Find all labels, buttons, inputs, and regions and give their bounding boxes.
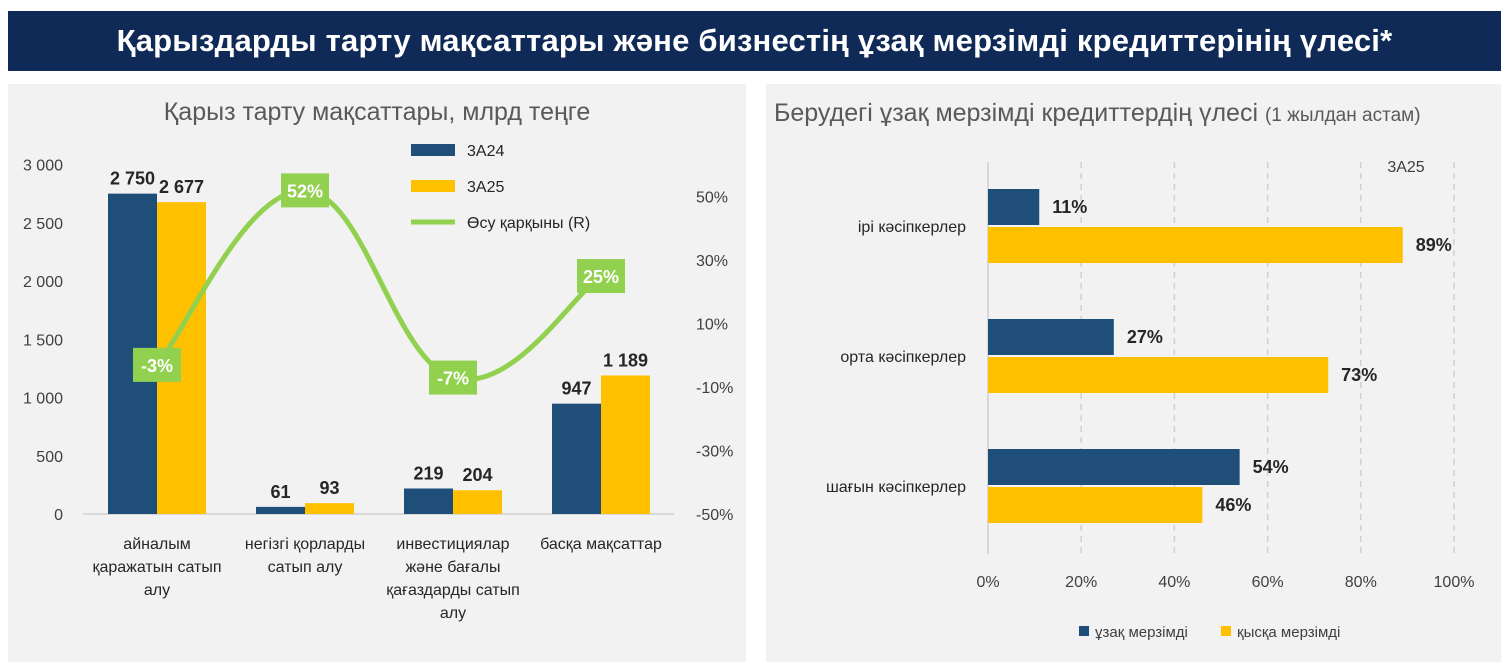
left-chart-panel: Қарыз тарту мақсаттары, млрд теңге 0 500 1 …	[8, 84, 746, 662]
bar-long-term	[988, 449, 1240, 485]
category-label: инвестициялар	[396, 536, 509, 553]
y-tick-label: 3 000	[23, 158, 63, 175]
growth-data-label: 52%	[287, 181, 323, 201]
category-label: ірі кәсіпкерлер	[858, 219, 966, 236]
bar-data-label: 46%	[1215, 495, 1251, 515]
chart-title: Қарыз тарту мақсаттары, млрд теңге	[164, 98, 591, 126]
right-chart-panel: Берудегі ұзақ мерзімді кредиттердің үлес…	[766, 84, 1501, 662]
bar-data-label: 93	[319, 478, 339, 498]
y2-tick-label: 30%	[696, 253, 728, 270]
legend-swatch-short-term	[1221, 626, 1231, 636]
bar-data-label: 204	[462, 465, 492, 485]
category-label: қағаздарды сатып	[386, 582, 520, 599]
bar-3a24	[256, 506, 305, 514]
growth-label-box	[429, 360, 477, 395]
bar-data-label: 89%	[1416, 235, 1452, 255]
bar-data-label: 73%	[1341, 365, 1377, 385]
growth-data-label: -3%	[141, 356, 173, 376]
bar-data-label: 1 189	[603, 350, 648, 370]
bar-data-label: 61	[270, 482, 290, 502]
y-tick-label: 0	[54, 507, 63, 524]
bar-3a25	[601, 375, 650, 514]
purposes-bar-chart: Қарыз тарту мақсаттары, млрд теңге 0 500 1 …	[23, 98, 733, 622]
category-label: және бағалы	[405, 559, 500, 576]
legend-label-short-term: қысқа мерзімді	[1237, 624, 1340, 641]
period-annotation: 3А25	[1387, 159, 1424, 176]
growth-label-box	[133, 347, 181, 382]
category-label: алу	[144, 582, 170, 599]
x-tick-label: 40%	[1158, 574, 1190, 591]
growth-data-label: -7%	[437, 369, 469, 389]
long-term-share-chart: Берудегі ұзақ мерзімді кредиттердің үлес…	[774, 99, 1475, 641]
chart-title: Берудегі ұзақ мерзімді кредиттердің үлес…	[774, 99, 1421, 127]
y2-tick-label: 50%	[696, 190, 728, 207]
legend-label-3a24: 3А24	[467, 143, 504, 160]
bar-data-label: 11%	[1052, 197, 1087, 217]
category-label: қаражатын сатып	[92, 559, 221, 576]
page-title: Қарыздарды тарту мақсаттары және бизнест…	[8, 11, 1501, 71]
bar-data-label: 54%	[1253, 457, 1289, 477]
bar-data-label: 2 677	[159, 177, 204, 197]
x-tick-label: 80%	[1345, 574, 1377, 591]
category-label: сатып алу	[268, 559, 343, 576]
bar-data-label: 947	[561, 379, 591, 399]
bar-3a24	[404, 488, 453, 514]
legend-swatch-3a24	[411, 144, 455, 156]
x-tick-label: 20%	[1065, 574, 1097, 591]
y-tick-label: 500	[36, 449, 63, 466]
growth-data-label: 25%	[583, 267, 619, 287]
legend-label-3a25: 3А25	[467, 179, 504, 196]
y2-tick-label: -10%	[696, 380, 733, 397]
bar-short-term	[988, 227, 1403, 263]
bar-data-label: 219	[413, 463, 443, 483]
x-tick-label: 60%	[1252, 574, 1284, 591]
bar-long-term	[988, 319, 1114, 355]
growth-rate-line	[154, 187, 604, 383]
growth-label-box	[577, 259, 625, 294]
bar-3a24	[552, 403, 601, 514]
bar-long-term	[988, 189, 1040, 225]
bar-short-term	[988, 487, 1203, 523]
category-label: орта кәсіпкерлер	[840, 349, 966, 366]
bar-short-term	[988, 357, 1329, 393]
category-label: басқа мақсаттар	[540, 536, 662, 553]
category-label: айналым	[123, 536, 190, 553]
legend-label-long-term: ұзақ мерзімді	[1095, 624, 1188, 641]
category-label: алу	[440, 605, 466, 622]
legend-label-growth: Өсу қарқыны (R)	[467, 215, 590, 232]
y2-tick-label: 10%	[696, 317, 728, 334]
y-tick-label: 1 500	[23, 332, 63, 349]
y2-tick-label: -50%	[696, 507, 733, 524]
category-label: шағын кәсіпкерлер	[826, 479, 966, 496]
bar-data-label: 2 750	[110, 169, 155, 189]
legend-swatch-3a25	[411, 180, 455, 192]
bar-3a25	[305, 503, 354, 514]
legend-swatch-long-term	[1079, 626, 1089, 636]
category-label: негізгі қорларды	[245, 536, 365, 553]
y2-tick-label: -30%	[696, 444, 733, 461]
bar-data-label: 27%	[1127, 327, 1163, 347]
y-tick-label: 2 500	[23, 216, 63, 233]
bar-3a25	[453, 490, 502, 514]
y-tick-label: 1 000	[23, 391, 63, 408]
x-tick-label: 100%	[1434, 574, 1475, 591]
y-tick-label: 2 000	[23, 274, 63, 291]
x-tick-label: 0%	[976, 574, 999, 591]
growth-label-box	[281, 173, 329, 208]
